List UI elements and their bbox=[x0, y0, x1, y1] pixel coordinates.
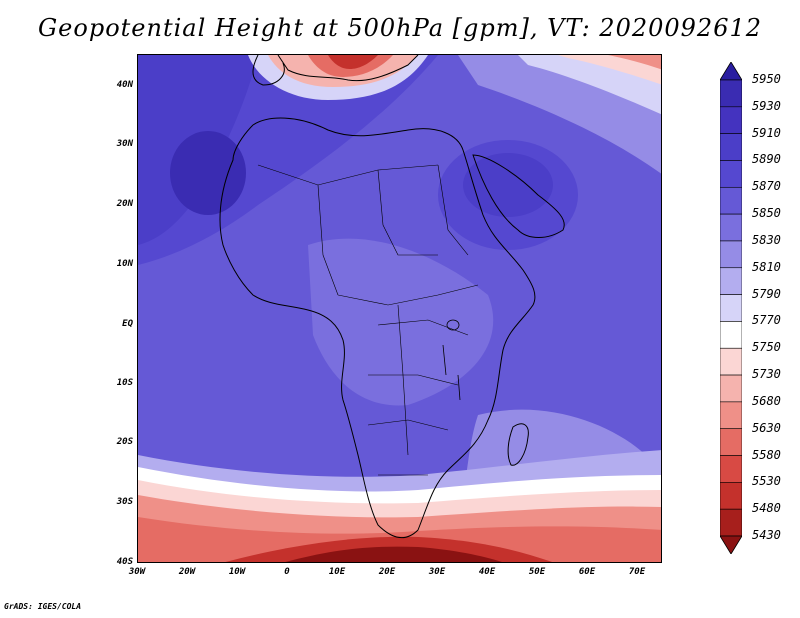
lon-label: 70E bbox=[628, 567, 646, 577]
trough-5530 bbox=[328, 55, 378, 69]
lon-label: 40E bbox=[478, 567, 496, 577]
contour-map[interactable] bbox=[138, 55, 662, 563]
lat-label: 40S bbox=[116, 557, 133, 567]
lat-label: 30S bbox=[116, 497, 133, 507]
colorbar-segment bbox=[720, 347, 742, 376]
colorbar-label: 5950 bbox=[752, 72, 781, 86]
lon-label: 60E bbox=[578, 567, 596, 577]
colorbar-segment bbox=[720, 160, 742, 188]
colorbar-segment bbox=[720, 428, 742, 456]
arabia-coastline bbox=[472, 154, 565, 238]
europe-coastline bbox=[277, 55, 419, 82]
colorbar-segment bbox=[720, 401, 742, 430]
country-borders bbox=[257, 164, 479, 476]
lat-label: EQ bbox=[122, 319, 133, 329]
colorbar-max-triangle bbox=[720, 62, 742, 81]
field-band-ne-5750 bbox=[558, 55, 661, 85]
colorbar-segment bbox=[720, 294, 742, 322]
colorbar-segment bbox=[720, 133, 742, 161]
colorbar-label: 5530 bbox=[752, 474, 781, 489]
iberia-coastline bbox=[252, 55, 285, 86]
lat-label: 30N bbox=[116, 139, 133, 149]
colorbar-segment bbox=[720, 186, 742, 215]
lon-label: 30W bbox=[128, 567, 146, 577]
colorbar-label: 5850 bbox=[752, 206, 781, 221]
colorbar-segment bbox=[720, 106, 742, 134]
saharan-high-core bbox=[170, 131, 246, 215]
colorbar-label: 5790 bbox=[752, 286, 781, 301]
colorbar-segment bbox=[720, 508, 742, 537]
colorbar-label: 5870 bbox=[752, 179, 781, 194]
colorbar-segment bbox=[720, 374, 742, 403]
madagascar-coastline bbox=[507, 423, 529, 466]
colorbar-min-triangle bbox=[720, 535, 742, 554]
colorbar-segment bbox=[720, 321, 742, 349]
lat-label: 20S bbox=[116, 437, 133, 447]
map-panel[interactable] bbox=[137, 54, 662, 563]
colorbar-label: 5480 bbox=[752, 501, 781, 516]
colorbar-label: 5750 bbox=[752, 340, 781, 355]
colorbar-label: 5930 bbox=[752, 98, 781, 113]
lon-label: 10E bbox=[328, 567, 346, 577]
lat-label: 20N bbox=[116, 199, 133, 209]
colorbar-segment bbox=[720, 267, 742, 295]
colorbar-label: 5890 bbox=[752, 152, 781, 167]
grads-credit: GrADS: IGES/COLA bbox=[4, 602, 82, 611]
lon-label: 10W bbox=[228, 567, 246, 577]
colorbar-label: 5630 bbox=[752, 420, 781, 435]
arabian-high-core bbox=[463, 153, 553, 217]
colorbar-segment bbox=[720, 79, 742, 108]
colorbar-label: 5810 bbox=[752, 259, 781, 274]
lon-label: 20W bbox=[178, 567, 196, 577]
colorbar-label: 5910 bbox=[752, 125, 781, 140]
field-band-5830 bbox=[308, 238, 494, 406]
colorbar-segment bbox=[720, 213, 742, 242]
colorbar-segment bbox=[720, 240, 742, 269]
lon-label: 30E bbox=[428, 567, 446, 577]
colorbar bbox=[720, 62, 742, 554]
colorbar-label: 5680 bbox=[752, 393, 781, 408]
lat-label: 40N bbox=[116, 80, 133, 90]
lake-victoria bbox=[446, 319, 460, 331]
lake-tanganyika bbox=[442, 344, 447, 376]
africa-coastline bbox=[219, 117, 536, 539]
lat-label: 10N bbox=[116, 259, 133, 269]
southern-trough-core bbox=[285, 546, 502, 562]
lon-label: 20E bbox=[378, 567, 396, 577]
lon-label: 50E bbox=[528, 567, 546, 577]
colorbar-label: 5580 bbox=[752, 447, 781, 462]
colorbar-label: 5830 bbox=[752, 232, 781, 247]
colorbar-label: 5770 bbox=[752, 313, 781, 328]
map-title: Geopotential Height at 500hPa [gpm], VT:… bbox=[38, 14, 762, 42]
colorbar-label: 5730 bbox=[752, 367, 781, 382]
colorbar-label: 5430 bbox=[752, 528, 781, 542]
lake-malawi bbox=[457, 374, 461, 401]
colorbar-segment bbox=[720, 455, 742, 483]
colorbar-segment bbox=[720, 482, 742, 510]
lon-label: 0 bbox=[284, 567, 290, 577]
field-band-ne-5680 bbox=[608, 55, 661, 70]
lat-label: 10S bbox=[116, 378, 133, 388]
